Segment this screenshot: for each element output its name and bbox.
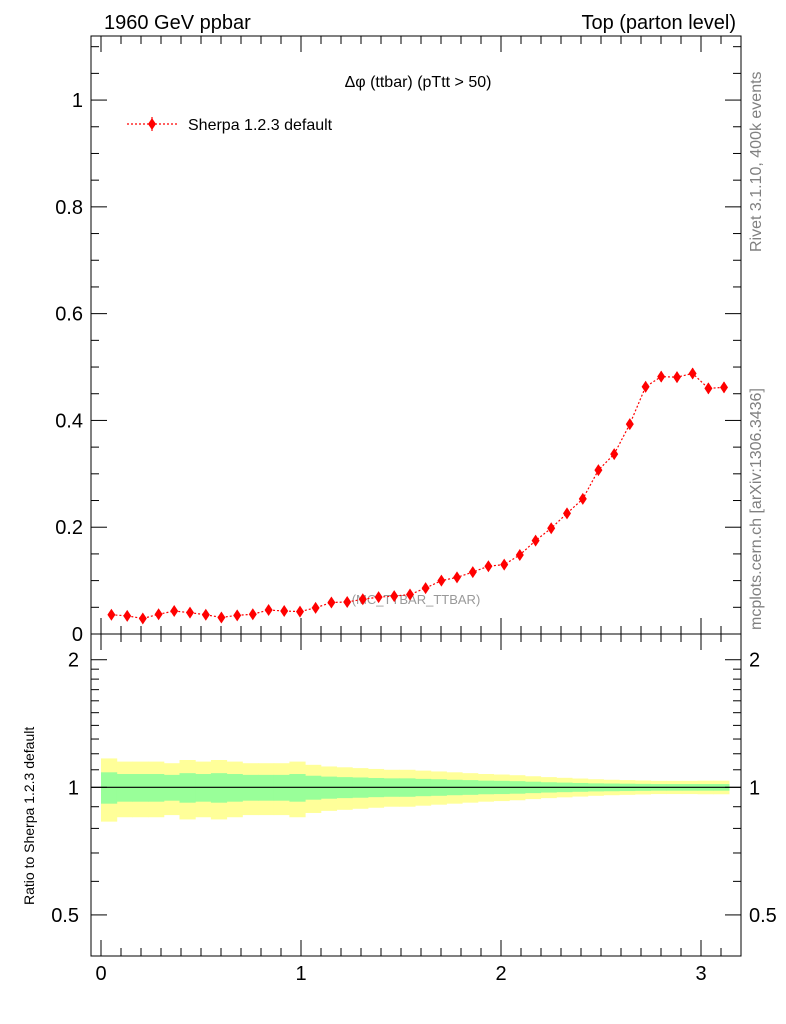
legend-marker: [148, 118, 156, 130]
data-point: [421, 582, 430, 595]
data-point: [390, 590, 399, 603]
data-point: [170, 605, 179, 618]
data-point: [343, 595, 352, 608]
ratio-y-tick-label: 1: [68, 777, 79, 799]
ratio-y-tick-label-right: 1: [749, 777, 760, 799]
rivet-label: Rivet 3.1.10, 400k events: [748, 71, 765, 252]
y-tick-label: 0: [72, 624, 83, 646]
analysis-watermark: (MC_TTBAR_TTBAR): [352, 592, 481, 607]
data-point: [610, 448, 619, 461]
y-tick-label: 0.8: [55, 197, 83, 219]
ratio-plot: [91, 758, 741, 822]
y-tick-label: 0.2: [55, 517, 83, 539]
ratio-ylabel: Ratio to Sherpa 1.2.3 default: [21, 727, 37, 905]
mcplots-label: mcplots.cern.ch [arXiv:1306.3436]: [748, 388, 765, 630]
data-point: [437, 574, 446, 587]
ratio-y-tick-label-right: 2: [749, 650, 760, 672]
data-point: [311, 601, 320, 614]
ratio-axes: 0.5 0.5 1 1 2 2 0 1 2 3: [51, 633, 777, 985]
data-point: [688, 367, 697, 380]
data-point: [186, 606, 194, 619]
header-right-title: Top (parton level): [581, 12, 736, 34]
data-point: [264, 603, 273, 616]
data-point: [123, 609, 132, 622]
data-point: [296, 605, 304, 618]
data-point: [248, 608, 257, 621]
data-point: [468, 566, 477, 579]
header-left-title: 1960 GeV ppbar: [104, 12, 251, 34]
x-tick-label: 2: [495, 963, 506, 985]
data-point: [201, 608, 210, 621]
ratio-y-tick-label: 2: [68, 650, 79, 672]
data-point: [327, 596, 336, 609]
data-point: [154, 608, 163, 621]
data-point: [358, 593, 367, 606]
data-point: [280, 605, 289, 618]
data-point: [406, 588, 414, 601]
data-point: [233, 609, 242, 622]
data-point: [500, 558, 509, 571]
x-tick-label: 3: [695, 963, 706, 985]
data-point: [704, 382, 713, 395]
main-plot: 0 0.2 0.4 0.6 0.8 1: [55, 35, 742, 646]
data-point: [641, 380, 650, 393]
data-point: [657, 370, 666, 383]
data-point: [107, 608, 116, 621]
data-point: [720, 381, 728, 394]
legend-label: Sherpa 1.2.3 default: [188, 117, 333, 134]
uncertainty-band-green: [101, 772, 118, 804]
ratio-plot-frame: [90, 633, 742, 957]
data-point: [547, 522, 556, 535]
data-point: [563, 507, 571, 520]
ratio-y-tick-label-right: 0.5: [749, 905, 777, 927]
data-point: [515, 548, 524, 561]
data-point: [453, 571, 461, 584]
data-point: [531, 534, 540, 547]
legend: Sherpa 1.2.3 default: [127, 117, 333, 134]
y-tick-label: 0.6: [55, 304, 83, 326]
series-markers: [107, 367, 728, 625]
data-point: [138, 612, 147, 625]
series-line: [111, 372, 725, 620]
y-tick-label: 0.4: [55, 410, 83, 432]
y-tick-label: 1: [72, 90, 83, 112]
data-point: [578, 492, 587, 505]
data-point: [374, 591, 383, 604]
main-plot-title: Δφ (ttbar) (pTtt > 50): [345, 74, 492, 91]
data-point: [594, 464, 603, 477]
x-tick-label: 1: [295, 963, 306, 985]
data-point: [484, 560, 493, 573]
data-point: [673, 371, 681, 384]
data-point: [217, 611, 226, 624]
ratio-y-tick-label: 0.5: [51, 905, 79, 927]
data-point: [625, 418, 634, 431]
x-tick-label: 0: [95, 963, 106, 985]
